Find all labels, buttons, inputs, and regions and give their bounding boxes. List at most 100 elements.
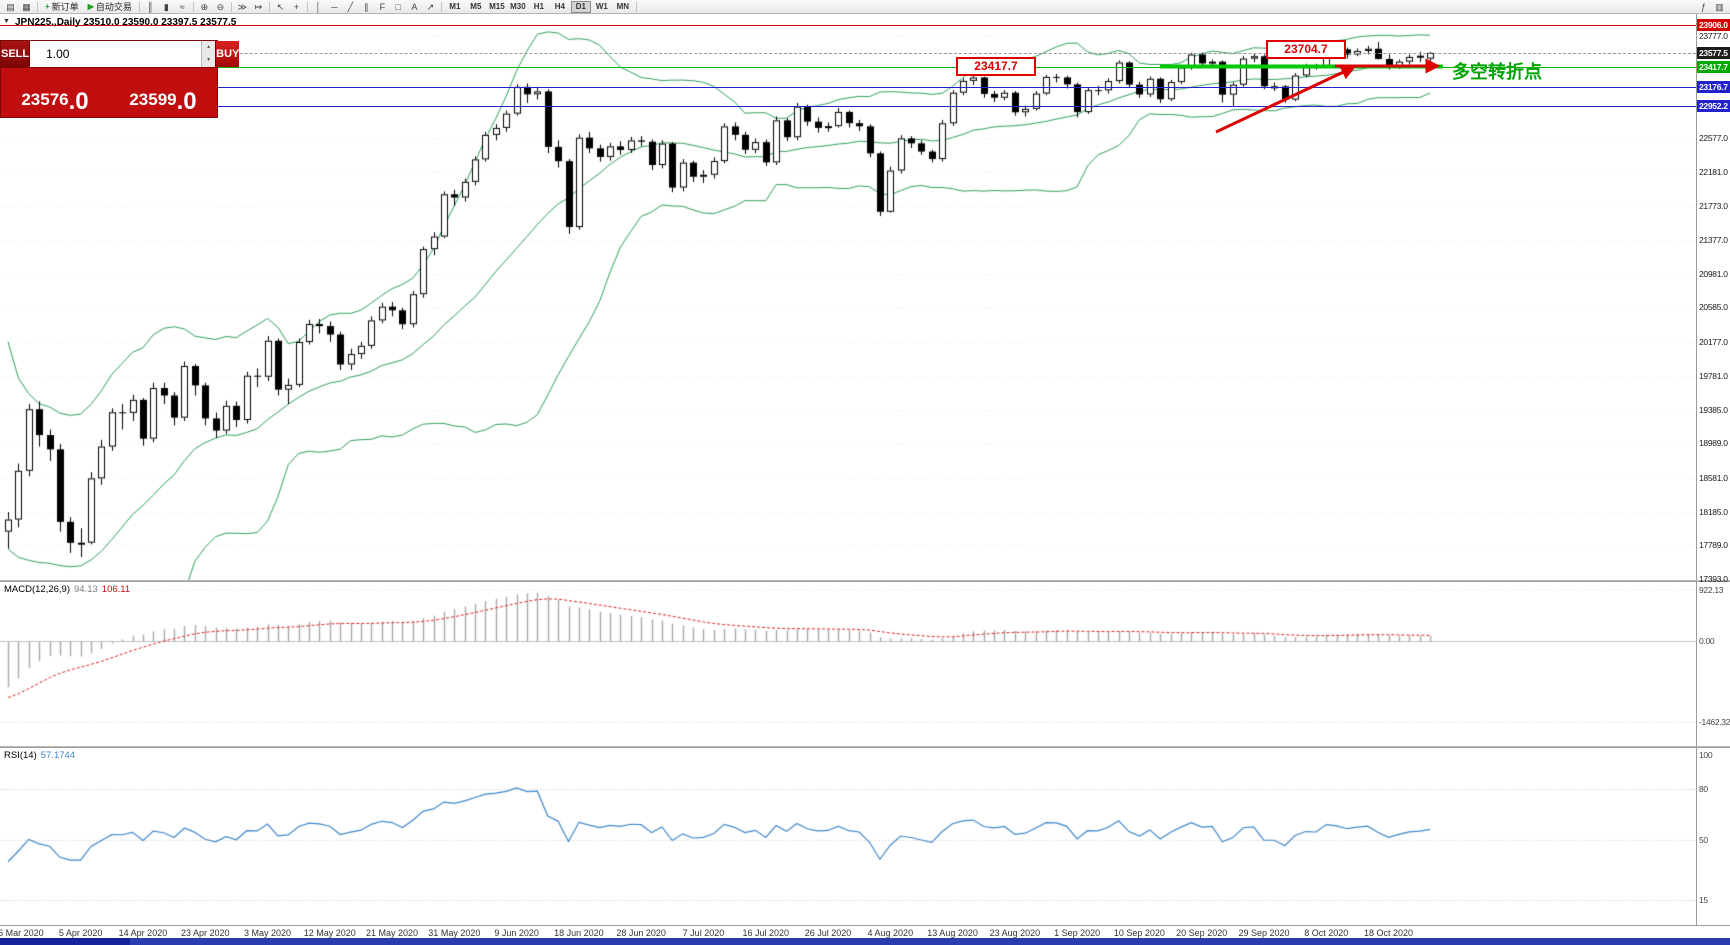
bullish-trend-arrow[interactable] — [1215, 65, 1357, 134]
price-axis-label: 17393.0 — [1699, 574, 1728, 584]
date-axis-label: 18 Jun 2020 — [554, 928, 604, 938]
price-axis-badge: 23417.7 — [1697, 61, 1730, 73]
vertical-line-icon[interactable]: │ — [311, 1, 326, 13]
toolbar-separator — [268, 1, 270, 12]
templates-icon[interactable]: ▥ — [1712, 1, 1727, 13]
price-axis-label: 20981.0 — [1699, 269, 1728, 279]
bid-price-pips: .0 — [68, 88, 89, 115]
date-axis-label: 23 Aug 2020 — [989, 928, 1041, 938]
toolbar-group: ⊕ ⊖ — [197, 1, 228, 13]
new-order-button[interactable]: + 新订单 — [41, 1, 83, 13]
macd-main-value: 94.13 — [74, 584, 98, 595]
zoom-out-icon[interactable]: ⊖ — [213, 1, 228, 13]
timeframe-m15[interactable]: M15 — [487, 1, 507, 13]
price-annotation-support[interactable]: 23417.7 — [956, 57, 1036, 76]
price-axis-label: 22181.0 — [1699, 167, 1728, 177]
timeframe-mn[interactable]: MN — [613, 1, 633, 13]
oneclick-collapse-icon[interactable]: ▼ — [3, 18, 10, 25]
line-chart-icon[interactable]: ≈ — [175, 1, 190, 13]
rsi-axis-label: 50 — [1699, 835, 1708, 845]
timeframe-m5[interactable]: M5 — [466, 1, 486, 13]
date-axis-label: 3 May 2020 — [243, 928, 292, 938]
price-chart-canvas[interactable] — [0, 14, 1696, 580]
date-axis-label: 5 Apr 2020 — [58, 928, 103, 938]
ask-price-pips: .0 — [176, 88, 197, 115]
date-axis-label: 1 Sep 2020 — [1054, 928, 1101, 938]
price-axis-badge: 23906.0 — [1697, 19, 1730, 31]
date-axis-label: 23 Apr 2020 — [180, 928, 230, 938]
rsi-indicator-canvas[interactable] — [0, 748, 1696, 925]
one-click-trading-panel: SELL ▲ ▼ BUY 23576 .0 23599 .0 — [0, 40, 240, 118]
panel-divider-rsi[interactable] — [0, 746, 1730, 748]
turning-point-text[interactable]: 多空转折点 — [1452, 62, 1542, 82]
timeframe-m30[interactable]: M30 — [508, 1, 528, 13]
rsi-value: 57.1744 — [40, 750, 76, 761]
volume-up-button[interactable]: ▲ — [202, 41, 216, 54]
ask-price: 23599 .0 — [109, 68, 217, 117]
cursor-icon[interactable]: ↖ — [273, 1, 288, 13]
price-annotation-high[interactable]: 23704.7 — [1266, 40, 1346, 59]
chart-window-icon[interactable]: ▤ — [3, 1, 18, 13]
rsi-axis-label: 15 — [1699, 895, 1708, 905]
candlestick-chart-icon[interactable]: ▮ — [159, 1, 174, 13]
new-order-button-label: 新订单 — [51, 2, 79, 12]
price-axis-label: 21377.0 — [1699, 235, 1728, 245]
chart-shift-icon[interactable]: ↦ — [251, 1, 266, 13]
timeframe-h4[interactable]: H4 — [550, 1, 570, 13]
date-axis-label: 29 Sep 2020 — [1238, 928, 1290, 938]
price-axis-label: 22577.0 — [1699, 133, 1728, 143]
macd-label: MACD(12,26,9) 94.13 106.11 — [4, 584, 130, 595]
auto-trading-button[interactable]: ▶ 自动交易 — [84, 1, 136, 13]
bid-price: 23576 .0 — [1, 68, 109, 117]
toolbar-separator — [192, 1, 194, 12]
volume-down-button[interactable]: ▼ — [202, 54, 216, 67]
price-axis[interactable] — [1696, 14, 1730, 938]
macd-signal-value: 106.11 — [101, 584, 131, 595]
text-label-icon[interactable]: A — [407, 1, 422, 13]
toolbar: ▤ ▦ + 新订单 ▶ 自动交易 ║ ▮ ≈ ⊕ ⊖ ≫ ↦ ↖ + │ ─ ╱ ∥ F □ A ↗ M1 M5 M15 M30 H1… — [0, 0, 1730, 14]
crosshair-icon[interactable]: + — [289, 1, 304, 13]
price-axis-label: 18989.0 — [1699, 438, 1728, 448]
ask-price-main: 23599 — [129, 90, 177, 109]
price-axis-label: 19385.0 — [1699, 405, 1728, 415]
macd-axis-label: -1462.32 — [1699, 717, 1730, 727]
date-axis-label: 10 Sep 2020 — [1113, 928, 1165, 938]
timeframe-m1[interactable]: M1 — [445, 1, 465, 13]
channel-icon[interactable]: ∥ — [359, 1, 374, 13]
horizontal-line-icon[interactable]: ─ — [327, 1, 342, 13]
timeframe-w1[interactable]: W1 — [592, 1, 612, 13]
date-axis[interactable]: 26 Mar 2020 5 Apr 2020 14 Apr 2020 23 Apr 2… — [0, 925, 1730, 938]
macd-axis-label: 0.00 — [1699, 636, 1715, 646]
rsi-axis-label: 100 — [1699, 750, 1713, 760]
toolbar-separator — [138, 1, 140, 12]
chart-title: JPN225.,Daily 23510.0 23590.0 23397.5 23… — [15, 17, 237, 28]
toolbar-group: ƒ ▥ — [1696, 1, 1727, 13]
macd-indicator-canvas[interactable] — [0, 582, 1696, 746]
profiles-icon[interactable]: ▦ — [19, 1, 34, 13]
indicators-icon[interactable]: ƒ — [1696, 1, 1711, 13]
price-axis-label: 21773.0 — [1699, 201, 1728, 211]
auto-trading-button-icon: ▶ — [87, 2, 94, 11]
timeframe-h1[interactable]: H1 — [529, 1, 549, 13]
sell-button[interactable]: SELL — [1, 41, 31, 67]
trendline-icon[interactable]: ╱ — [343, 1, 358, 13]
panel-divider-macd[interactable] — [0, 580, 1730, 582]
shapes-icon[interactable]: □ — [391, 1, 406, 13]
new-order-button-icon: + — [45, 2, 50, 11]
zoom-in-icon[interactable]: ⊕ — [197, 1, 212, 13]
toolbar-group: M1 M5 M15 M30 H1 H4 D1 W1 MN — [445, 0, 633, 13]
fibonacci-icon[interactable]: F — [375, 1, 390, 13]
timeframe-d1[interactable]: D1 — [570, 0, 591, 13]
price-axis-badge: 23577.5 — [1697, 47, 1730, 59]
bid-price-main: 23576 — [21, 90, 69, 109]
volume-input[interactable] — [30, 41, 202, 67]
bar-chart-icon[interactable]: ║ — [143, 1, 158, 13]
volume-box: ▲ ▼ — [30, 41, 216, 67]
arrow-tool-icon[interactable]: ↗ — [423, 1, 438, 13]
buy-button[interactable]: BUY — [215, 41, 240, 67]
date-axis-label: 4 Aug 2020 — [867, 928, 914, 938]
auto-scroll-icon[interactable]: ≫ — [235, 1, 250, 13]
date-axis-label: 18 Oct 2020 — [1364, 928, 1414, 938]
bottom-strip — [0, 938, 1730, 945]
